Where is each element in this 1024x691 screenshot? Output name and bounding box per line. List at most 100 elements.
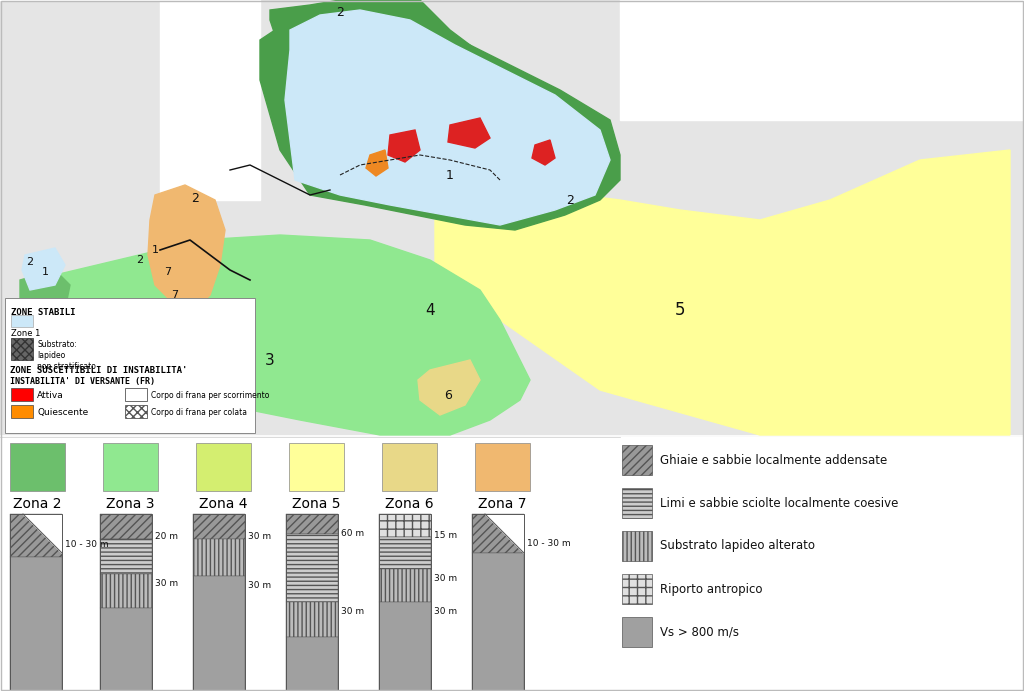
Text: 4: 4: [425, 303, 435, 317]
Bar: [100, 607, 152, 691]
Bar: [11, 405, 33, 418]
Bar: [472, 514, 524, 691]
Text: 7: 7: [171, 290, 178, 300]
Bar: [286, 602, 338, 637]
Bar: [622, 488, 652, 518]
Bar: [10, 443, 65, 491]
Text: Attiva: Attiva: [37, 390, 63, 399]
Bar: [286, 514, 338, 691]
Text: Corpo di frana per colata: Corpo di frana per colata: [151, 408, 247, 417]
Text: 30 m: 30 m: [434, 607, 457, 616]
Bar: [0, 437, 1024, 691]
Text: Ghiaie e sabbie localmente addensate: Ghiaie e sabbie localmente addensate: [660, 453, 887, 466]
Bar: [10, 514, 62, 691]
Bar: [5, 298, 255, 433]
Bar: [286, 514, 338, 533]
Bar: [382, 443, 437, 491]
Text: 30 m: 30 m: [248, 581, 271, 590]
Text: Corpo di frana per scorrimento: Corpo di frana per scorrimento: [151, 390, 269, 399]
Text: 2: 2: [27, 257, 34, 267]
Polygon shape: [0, 0, 260, 200]
Polygon shape: [532, 140, 555, 165]
Bar: [100, 514, 152, 540]
Text: Zona 4: Zona 4: [200, 497, 248, 511]
Bar: [622, 617, 652, 647]
Text: Limi e sabbie sciolte localmente coesive: Limi e sabbie sciolte localmente coesive: [660, 497, 898, 509]
Bar: [0, 0, 1024, 435]
Text: 2: 2: [336, 6, 344, 19]
Text: 20 m: 20 m: [155, 531, 178, 540]
Bar: [379, 514, 431, 538]
Polygon shape: [388, 130, 420, 162]
Bar: [11, 388, 33, 401]
Text: 30 m: 30 m: [248, 531, 271, 540]
Bar: [193, 540, 245, 576]
Bar: [100, 514, 152, 691]
Bar: [193, 576, 245, 691]
Text: 2: 2: [191, 191, 199, 205]
Text: Substrato lapideo alterato: Substrato lapideo alterato: [660, 540, 815, 553]
Bar: [125, 388, 147, 401]
Bar: [10, 514, 62, 557]
Text: Substrato:
lapideo
non stratificato: Substrato: lapideo non stratificato: [37, 340, 96, 371]
Bar: [100, 574, 152, 607]
Polygon shape: [20, 270, 70, 315]
Text: Quiescente: Quiescente: [37, 408, 88, 417]
Bar: [286, 637, 338, 691]
Bar: [622, 445, 652, 475]
Text: 15 m: 15 m: [434, 531, 457, 540]
Text: ZONE STABILI: ZONE STABILI: [11, 308, 76, 317]
Text: 5: 5: [675, 301, 685, 319]
Bar: [193, 514, 245, 540]
Bar: [622, 531, 652, 561]
Polygon shape: [435, 150, 1010, 435]
Text: Zona 7: Zona 7: [478, 497, 526, 511]
Bar: [289, 443, 344, 491]
Text: Vs > 800 m/s: Vs > 800 m/s: [660, 625, 739, 638]
Bar: [193, 514, 245, 691]
Text: 2: 2: [136, 255, 143, 265]
Bar: [379, 514, 431, 691]
Text: 6: 6: [444, 388, 452, 401]
Polygon shape: [449, 118, 490, 148]
Text: 3: 3: [265, 352, 274, 368]
Bar: [100, 540, 152, 574]
Text: 7: 7: [165, 267, 172, 277]
Bar: [286, 533, 338, 602]
Text: 30 m: 30 m: [341, 607, 365, 616]
Text: 1: 1: [42, 267, 48, 277]
Text: Zona 2: Zona 2: [13, 497, 61, 511]
Text: 10 - 30 m: 10 - 30 m: [65, 540, 109, 549]
Text: 60 m: 60 m: [341, 529, 365, 538]
Bar: [379, 602, 431, 691]
Text: 1: 1: [446, 169, 454, 182]
Polygon shape: [260, 5, 620, 230]
Polygon shape: [418, 360, 480, 415]
Bar: [472, 514, 524, 553]
Polygon shape: [23, 514, 62, 553]
Bar: [103, 443, 158, 491]
Text: 10 - 30 m: 10 - 30 m: [527, 538, 570, 547]
Bar: [125, 405, 147, 418]
Text: 2: 2: [566, 193, 573, 207]
Bar: [475, 443, 530, 491]
Bar: [11, 338, 33, 360]
Bar: [379, 538, 431, 569]
Text: Zona 6: Zona 6: [385, 497, 434, 511]
Polygon shape: [366, 150, 388, 176]
Text: 30 m: 30 m: [434, 574, 457, 583]
Text: 30 m: 30 m: [155, 580, 178, 589]
Bar: [622, 574, 652, 604]
Polygon shape: [485, 514, 524, 553]
Text: 1: 1: [152, 245, 159, 255]
Polygon shape: [285, 10, 610, 225]
Bar: [11, 315, 33, 327]
Text: Zone 1: Zone 1: [11, 329, 40, 338]
Text: Riporto antropico: Riporto antropico: [660, 583, 763, 596]
Text: ZONE SUSCETTIBILI DI INSTABILITA': ZONE SUSCETTIBILI DI INSTABILITA': [10, 366, 187, 375]
Bar: [196, 443, 251, 491]
Polygon shape: [620, 0, 1024, 120]
Polygon shape: [270, 0, 610, 210]
Text: INSTABILITA' DI VERSANTE (FR): INSTABILITA' DI VERSANTE (FR): [10, 377, 155, 386]
Bar: [10, 557, 62, 691]
